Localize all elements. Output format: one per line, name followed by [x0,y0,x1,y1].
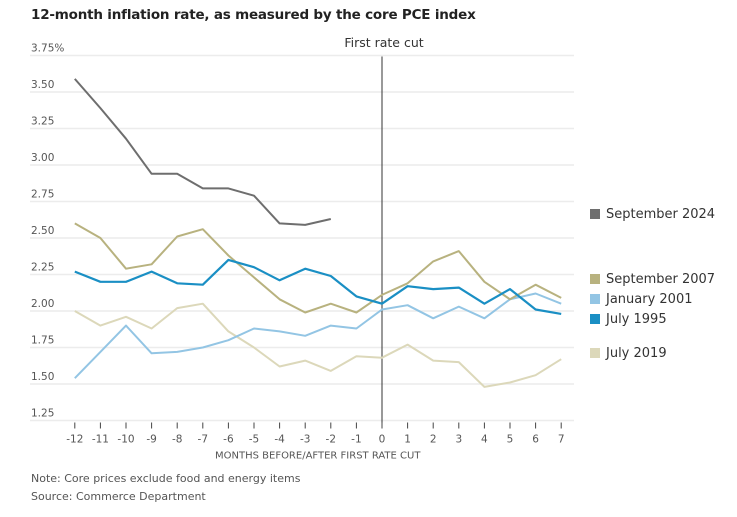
y-tick-label: 3.00 [31,152,54,164]
x-tick-label: 2 [430,434,437,446]
x-tick-label: 0 [379,434,386,446]
x-tick-label: -12 [66,434,83,446]
y-tick-label: 3.25 [31,116,54,128]
series-line-september-2024 [74,78,332,226]
series-line-september-2007 [74,222,562,314]
x-tick-label: -8 [172,434,182,446]
y-tick-label: 2.75 [31,189,54,201]
x-tick-label: -10 [117,434,134,446]
legend-swatch [590,314,600,324]
legend-item-july-1995: July 1995 [590,312,667,327]
legend-item-september-2007: September 2007 [590,272,715,287]
series-line-july-2019 [74,302,562,388]
x-tick-label: -5 [249,434,259,446]
legend-label: September 2024 [606,207,715,222]
legend-label: January 2001 [605,292,693,307]
x-tick-label: 4 [481,434,488,446]
x-tick-label: 7 [558,434,565,446]
gridlines [30,54,574,422]
x-tick-label: -2 [326,434,336,446]
y-axis: 1.25 1.50 1.75 2.00 2.25 2.50 2.75 3.00 3.25 3.50… [31,43,64,420]
series-lines [74,78,562,388]
y-tick-label: 3.75% [31,43,64,55]
x-tick-label: -4 [274,434,285,446]
y-tick-label: 1.25 [31,408,54,420]
x-tick-label: -1 [351,434,361,446]
x-tick-label: 3 [455,434,462,446]
x-tick-label: -6 [223,434,234,446]
series-line-january-2001 [74,292,562,379]
y-tick-label: 3.50 [31,79,54,91]
legend-label: July 2019 [605,346,667,361]
x-tick-label: 6 [532,434,539,446]
first-rate-cut-label: First rate cut [344,35,423,50]
x-tick-label: -3 [300,434,310,446]
legend-item-july-2019: July 2019 [590,346,667,361]
y-tick-label: 2.00 [31,298,54,310]
legend-item-january-2001: January 2001 [590,292,693,307]
x-axis-label: MONTHS BEFORE/AFTER FIRST RATE CUT [215,451,421,462]
legend-label: September 2007 [606,272,715,287]
legend-label: July 1995 [605,312,667,327]
x-tick-label: -11 [92,434,109,446]
x-axis: -12 -11 -10 -9 -8 -7 -6 -5 -4 -3 -2 -1 0 1 2 3 4 5 6 7 [66,422,565,446]
legend-swatch [590,274,600,284]
legend-item-september-2024: September 2024 [590,207,715,222]
x-tick-label: 5 [507,434,514,446]
chart-title: 12-month inflation rate, as measured by … [31,7,476,23]
y-tick-label: 1.75 [31,335,54,347]
y-tick-label: 1.50 [31,371,54,383]
source-note: Source: Commerce Department [31,490,206,503]
y-tick-label: 2.25 [31,262,54,274]
footnote: Note: Core prices exclude food and energ… [31,472,301,485]
x-tick-label: -9 [146,434,156,446]
legend-swatch [590,294,600,304]
legend-swatch [590,209,600,219]
y-tick-label: 2.50 [31,225,54,237]
legend-swatch [590,348,600,358]
legend: September 2024 September 2007 January 2001… [590,207,715,361]
series-line-july-1995 [74,258,562,315]
x-tick-label: 1 [404,434,411,446]
x-tick-label: -7 [198,434,208,446]
